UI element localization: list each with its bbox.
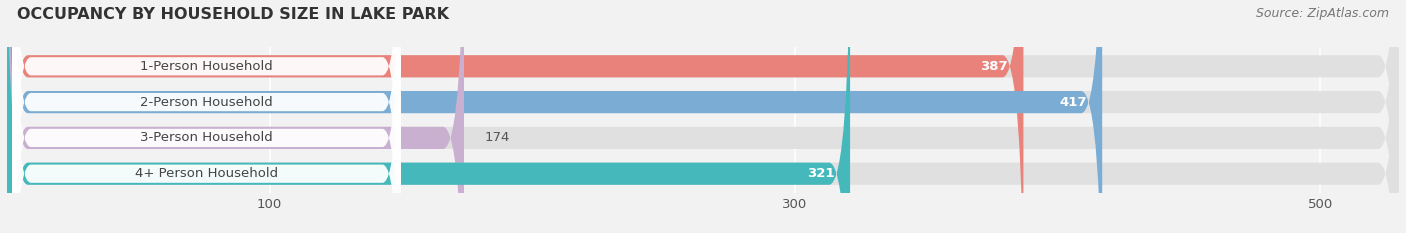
Text: OCCUPANCY BY HOUSEHOLD SIZE IN LAKE PARK: OCCUPANCY BY HOUSEHOLD SIZE IN LAKE PARK: [17, 7, 449, 22]
FancyBboxPatch shape: [13, 0, 401, 233]
FancyBboxPatch shape: [13, 0, 401, 233]
FancyBboxPatch shape: [7, 0, 1399, 233]
FancyBboxPatch shape: [7, 0, 1024, 233]
FancyBboxPatch shape: [7, 0, 851, 233]
Text: 2-Person Household: 2-Person Household: [141, 96, 273, 109]
Text: 387: 387: [980, 60, 1008, 73]
FancyBboxPatch shape: [7, 0, 1102, 233]
FancyBboxPatch shape: [7, 0, 1399, 233]
FancyBboxPatch shape: [7, 0, 1399, 233]
FancyBboxPatch shape: [7, 0, 464, 233]
FancyBboxPatch shape: [7, 0, 1399, 233]
Text: Source: ZipAtlas.com: Source: ZipAtlas.com: [1256, 7, 1389, 20]
Text: 3-Person Household: 3-Person Household: [141, 131, 273, 144]
Text: 1-Person Household: 1-Person Household: [141, 60, 273, 73]
Text: 417: 417: [1059, 96, 1087, 109]
Text: 4+ Person Household: 4+ Person Household: [135, 167, 278, 180]
FancyBboxPatch shape: [13, 0, 401, 233]
FancyBboxPatch shape: [13, 0, 401, 233]
Text: 321: 321: [807, 167, 834, 180]
Text: 174: 174: [485, 131, 510, 144]
